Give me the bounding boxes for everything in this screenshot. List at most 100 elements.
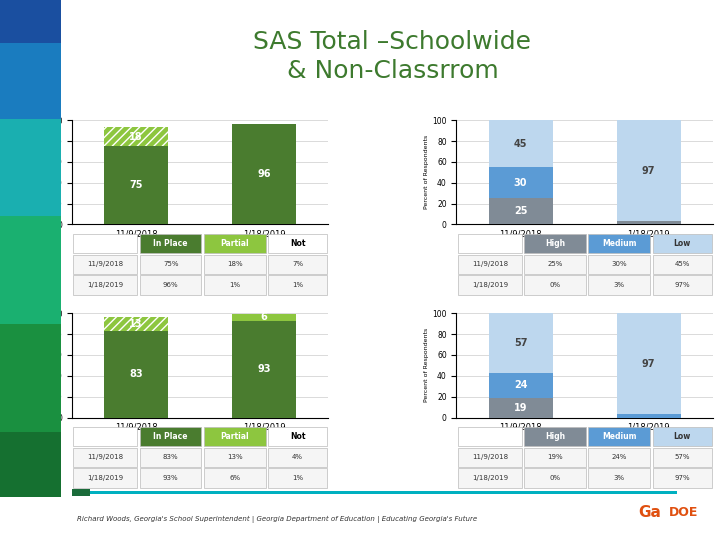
Text: Ga: Ga	[638, 505, 661, 520]
Bar	[488, 167, 552, 198]
Bar	[140, 254, 202, 274]
Text: 96%: 96%	[163, 282, 179, 288]
Text: 30%: 30%	[611, 261, 627, 267]
Bar	[104, 318, 168, 331]
Bar	[204, 469, 266, 488]
Text: 75%: 75%	[163, 261, 179, 267]
Bar	[616, 120, 681, 221]
Bar	[73, 254, 138, 274]
Text: Partial: Partial	[220, 239, 249, 248]
Bar	[524, 275, 586, 295]
Text: 96: 96	[258, 170, 271, 179]
Bar	[524, 427, 586, 446]
Text: High: High	[545, 432, 565, 441]
Bar	[140, 234, 202, 253]
Bar	[588, 234, 650, 253]
Bar	[458, 275, 522, 295]
Bar	[204, 448, 266, 467]
Bar	[204, 275, 266, 295]
Bar	[232, 321, 297, 417]
Text: 1/18/2019: 1/18/2019	[472, 475, 508, 481]
Text: 7%: 7%	[292, 261, 303, 267]
Text: 97%: 97%	[674, 282, 690, 288]
Text: 1/18/2019: 1/18/2019	[87, 282, 123, 288]
Text: 75: 75	[130, 180, 143, 190]
Bar	[458, 427, 522, 446]
Text: 0%: 0%	[549, 475, 561, 481]
Bar	[524, 448, 586, 467]
Bar	[204, 254, 266, 274]
Bar	[104, 318, 168, 331]
Text: 93: 93	[258, 364, 271, 374]
Bar	[204, 234, 266, 253]
Bar	[73, 427, 138, 446]
Text: 18%: 18%	[227, 261, 243, 267]
Bar	[616, 313, 681, 414]
Text: 1/18/2019: 1/18/2019	[472, 282, 508, 288]
Bar	[488, 198, 552, 225]
Bar	[652, 448, 711, 467]
Bar	[232, 314, 297, 321]
Text: 11/9/2018: 11/9/2018	[87, 261, 123, 267]
Text: DOE: DOE	[669, 506, 698, 519]
Bar	[458, 234, 522, 253]
Text: 97: 97	[642, 359, 655, 369]
Bar	[652, 234, 711, 253]
Bar	[524, 469, 586, 488]
Bar	[488, 373, 552, 397]
Y-axis label: Percent of Respondents: Percent of Respondents	[40, 135, 45, 210]
Bar	[268, 427, 327, 446]
Text: 19: 19	[514, 403, 527, 413]
Text: Low: Low	[673, 239, 690, 248]
Bar	[458, 448, 522, 467]
Bar	[140, 275, 202, 295]
Bar	[268, 469, 327, 488]
Text: 57%: 57%	[675, 454, 690, 460]
Text: 4%: 4%	[292, 454, 303, 460]
Bar	[652, 275, 711, 295]
Text: Not: Not	[290, 432, 305, 441]
Text: 45%: 45%	[675, 261, 690, 267]
Text: 57: 57	[514, 338, 527, 348]
Text: 1/18/2019: 1/18/2019	[87, 475, 123, 481]
Text: 13: 13	[130, 319, 143, 329]
Y-axis label: Percent of Respondents: Percent of Respondents	[40, 328, 45, 402]
Bar	[588, 427, 650, 446]
Bar	[488, 397, 552, 417]
Text: Partial: Partial	[220, 432, 249, 441]
Y-axis label: Percent of Respondents: Percent of Respondents	[425, 328, 429, 402]
Bar	[488, 120, 552, 167]
Bar	[268, 275, 327, 295]
Text: 97%: 97%	[674, 475, 690, 481]
Bar	[616, 414, 681, 417]
Bar	[524, 234, 586, 253]
Bar	[588, 448, 650, 467]
Text: 30: 30	[514, 178, 527, 188]
Bar	[104, 127, 168, 146]
Bar	[104, 127, 168, 146]
Bar	[524, 254, 586, 274]
Text: Not: Not	[290, 239, 305, 248]
Bar	[232, 124, 297, 225]
Text: 25: 25	[514, 206, 527, 217]
Text: 18: 18	[130, 132, 143, 142]
Bar	[204, 427, 266, 446]
Text: SAS Total –Schoolwide
& Non-Classrrom: SAS Total –Schoolwide & Non-Classrrom	[253, 30, 531, 83]
Bar	[652, 427, 711, 446]
Bar	[616, 221, 681, 225]
Text: 1%: 1%	[229, 282, 240, 288]
Text: 1%: 1%	[292, 282, 303, 288]
Text: 25%: 25%	[547, 261, 563, 267]
Text: 83: 83	[130, 369, 143, 379]
Text: 6: 6	[261, 312, 268, 322]
Bar	[73, 275, 138, 295]
Bar	[73, 469, 138, 488]
Text: 24: 24	[514, 380, 527, 390]
Text: Low: Low	[673, 432, 690, 441]
Bar	[104, 331, 168, 417]
Bar	[588, 275, 650, 295]
Text: 19%: 19%	[547, 454, 563, 460]
Bar	[140, 427, 202, 446]
Text: Richard Woods, Georgia's School Superintendent | Georgia Department of Education: Richard Woods, Georgia's School Superint…	[77, 516, 477, 523]
Text: 11/9/2018: 11/9/2018	[87, 454, 123, 460]
